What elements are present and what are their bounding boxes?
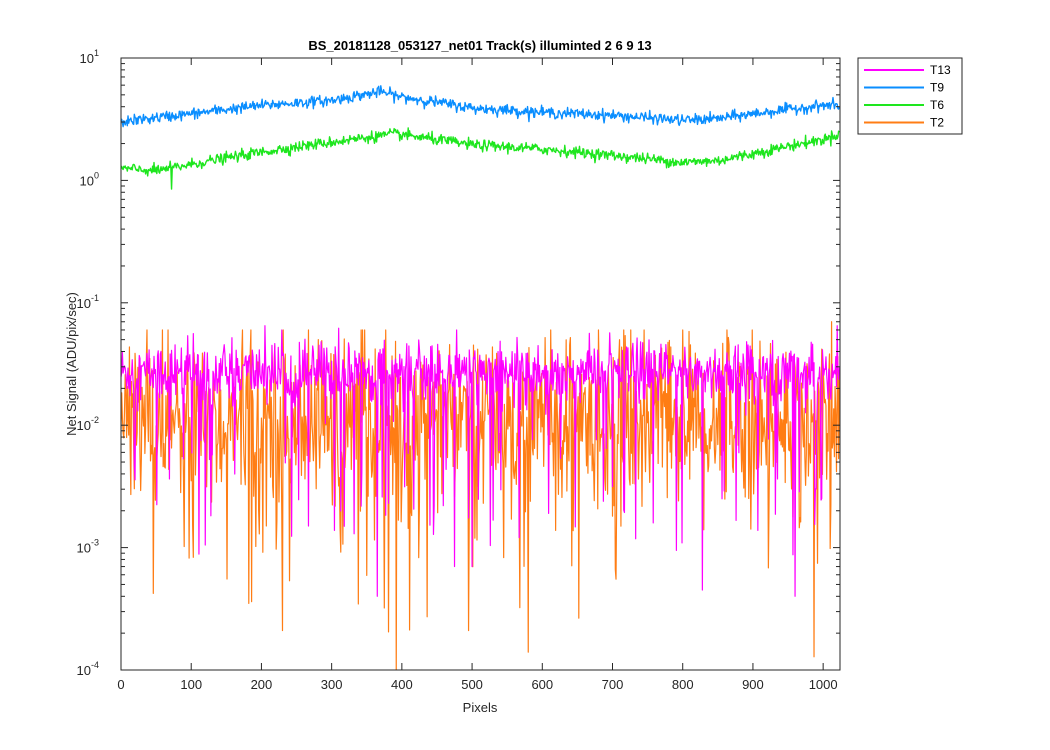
legend-label-t9: T9: [930, 81, 944, 95]
x-tick-label: 900: [742, 677, 764, 692]
y-tick-label: 10-1: [77, 293, 99, 311]
y-tick-base: 10: [77, 541, 91, 556]
y-tick-label: 10-2: [77, 415, 99, 433]
y-tick-base: 10: [77, 296, 91, 311]
legend-label-t6: T6: [930, 98, 944, 112]
y-tick-label: 10-4: [77, 660, 99, 678]
y-tick-exponent: 0: [94, 170, 99, 180]
x-tick-label: 700: [602, 677, 624, 692]
series-line-t2: [121, 321, 840, 670]
y-tick-exponent: 1: [94, 48, 99, 58]
y-tick-label: 101: [80, 48, 99, 66]
series-line-t13: [121, 325, 840, 597]
x-tick-label: 300: [321, 677, 343, 692]
y-axis-label: Net Signal (ADU/pix/sec): [64, 292, 79, 436]
x-axis-label: Pixels: [463, 700, 498, 715]
legend-label-t13: T13: [930, 63, 951, 77]
y-tick-label: 10-3: [77, 538, 99, 556]
plot-frame: [120, 57, 841, 671]
x-tick-label: 0: [117, 677, 124, 692]
x-tick-label: 400: [391, 677, 413, 692]
x-tick-label: 500: [461, 677, 483, 692]
legend-label-t2: T2: [930, 116, 944, 130]
y-tick-base: 10: [77, 663, 91, 678]
y-tick-base: 10: [80, 51, 94, 66]
series-line-t6: [121, 127, 840, 190]
y-tick-label: 100: [80, 170, 99, 188]
legend: T13 T9 T6 T2: [857, 57, 963, 135]
y-tick-exponent: -4: [91, 660, 99, 670]
x-tick-label: 100: [180, 677, 202, 692]
y-tick-base: 10: [77, 418, 91, 433]
x-axis: 0 100 200 300 400 500 600 700 800 900 1000: [117, 58, 838, 692]
series-line-t9: [121, 85, 840, 128]
x-tick-label: 200: [251, 677, 273, 692]
y-tick-exponent: -2: [91, 415, 99, 425]
x-tick-label: 1000: [809, 677, 838, 692]
series-layer: [121, 85, 840, 670]
y-tick-base: 10: [80, 173, 94, 188]
chart-title: BS_20181128_053127_net01 Track(s) illumi…: [308, 38, 651, 53]
x-tick-label: 600: [531, 677, 553, 692]
y-tick-exponent: -1: [91, 293, 99, 303]
y-tick-exponent: -3: [91, 538, 99, 548]
x-tick-label: 800: [672, 677, 694, 692]
